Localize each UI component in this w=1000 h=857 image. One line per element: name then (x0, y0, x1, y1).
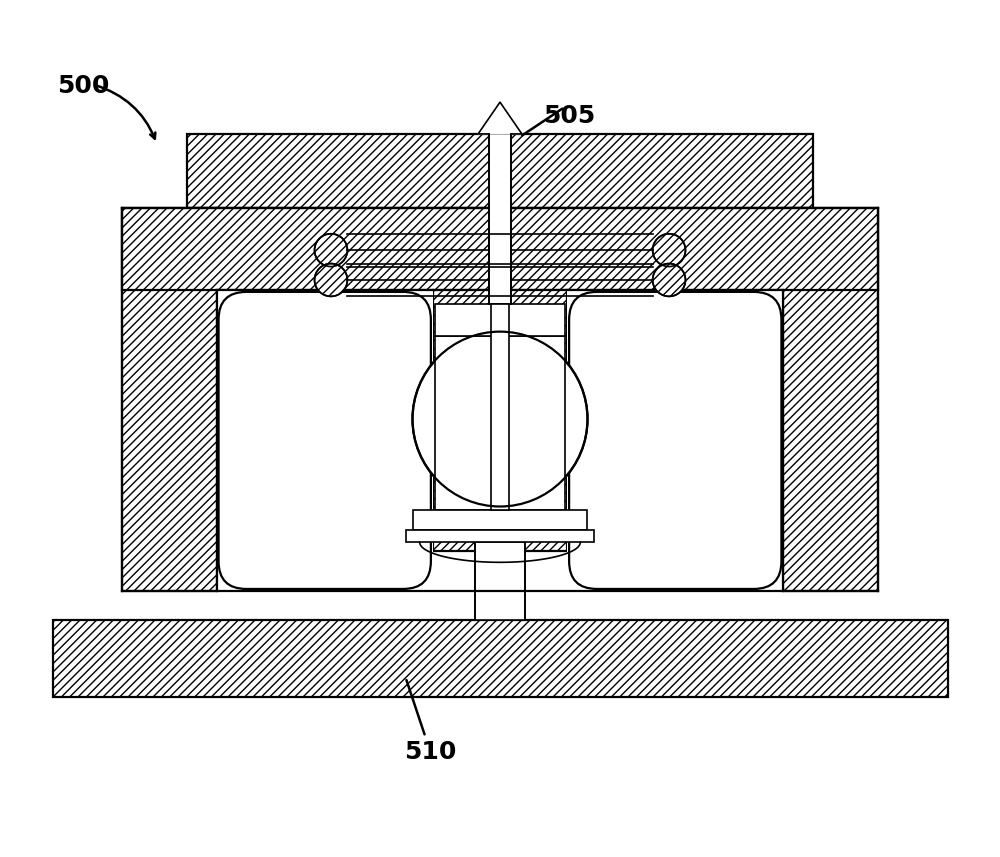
Bar (475, 542, 525, 620)
Bar (783, 208, 878, 591)
Bar (122, 208, 878, 290)
Text: 510: 510 (404, 740, 457, 764)
FancyBboxPatch shape (219, 292, 431, 589)
Bar (433, 290, 567, 551)
Bar (491, 304, 509, 511)
Bar (122, 208, 217, 591)
Circle shape (653, 264, 685, 297)
FancyBboxPatch shape (569, 292, 781, 589)
Bar (435, 336, 565, 511)
Circle shape (315, 234, 347, 267)
Bar (187, 134, 813, 208)
Bar (475, 542, 525, 620)
Bar (489, 134, 511, 304)
Bar (413, 511, 587, 530)
Bar (217, 290, 433, 591)
Circle shape (653, 234, 685, 267)
Bar (53, 620, 948, 698)
Text: 500: 500 (57, 75, 110, 99)
Bar (567, 290, 783, 591)
Bar (435, 304, 565, 336)
Polygon shape (478, 102, 522, 134)
Circle shape (412, 332, 588, 506)
Bar (406, 530, 594, 542)
Circle shape (315, 264, 347, 297)
Text: 505: 505 (543, 104, 596, 128)
